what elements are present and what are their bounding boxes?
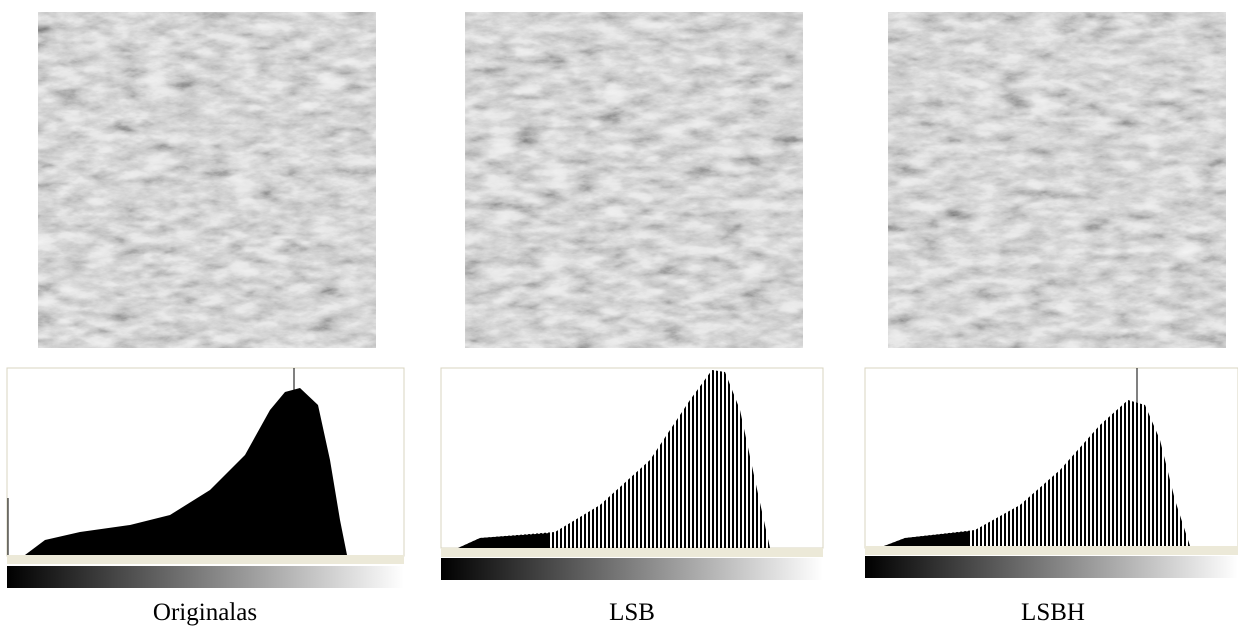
histogram-area [458,370,770,548]
histogram-strip [865,546,1238,555]
image-lsbh [888,12,1226,348]
caption: LSBH [1021,599,1085,626]
histogram-area [25,388,347,555]
caption: LSB [609,599,655,626]
histogram-lsb [440,367,824,580]
image-lsb [465,12,803,348]
histogram-strip [7,555,404,564]
histogram-strip [441,548,823,557]
histogram-area [884,531,970,546]
gradient-bar [441,558,823,580]
image-original [38,12,376,348]
caption: Originalas [153,599,257,626]
gradient-bar [7,566,404,588]
histogram-area [884,400,1190,546]
gradient-bar [865,556,1238,578]
histogram-lsbh [864,367,1238,578]
histogram-area [458,533,550,548]
histogram-original [6,367,405,588]
